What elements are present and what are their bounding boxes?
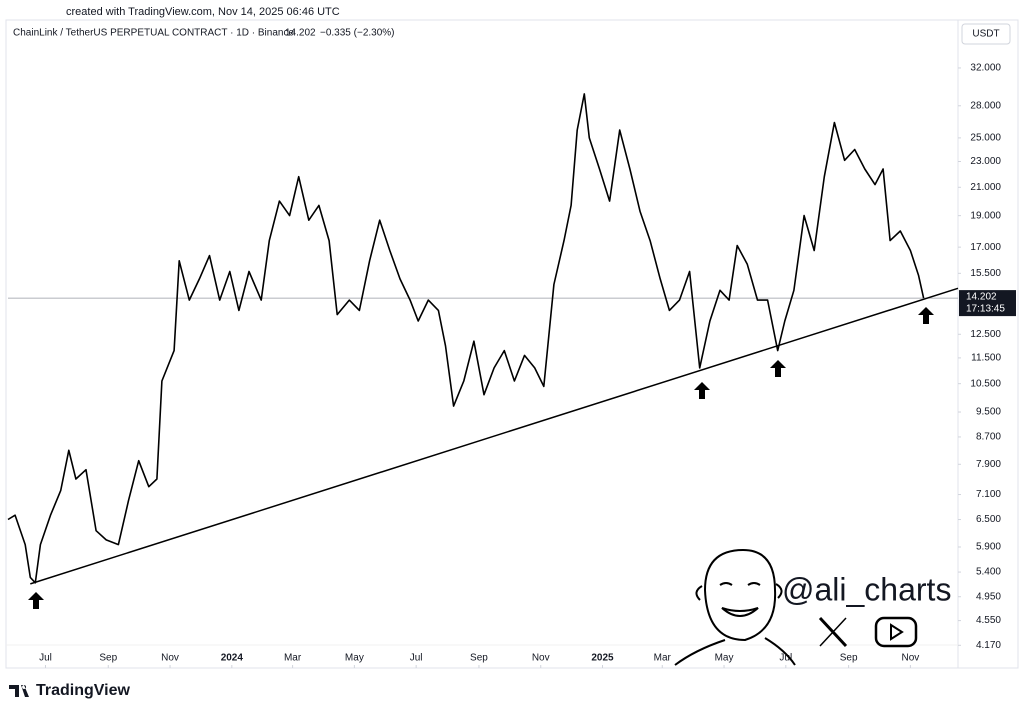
y-tick-label: 32.000 bbox=[970, 63, 1001, 74]
y-tick-label: 19.000 bbox=[970, 210, 1001, 221]
y-tick-label: 4.950 bbox=[976, 591, 1001, 602]
price-label-box bbox=[959, 290, 1016, 317]
support-arrows bbox=[28, 307, 934, 609]
x-tick-label: Jul bbox=[779, 653, 792, 664]
y-tick-label: 4.170 bbox=[976, 640, 1001, 651]
y-tick-label: 25.000 bbox=[970, 133, 1001, 144]
x-tick-label: Sep bbox=[99, 653, 117, 664]
x-tick-label: 2024 bbox=[221, 653, 244, 664]
x-tick-label: Sep bbox=[470, 653, 488, 664]
y-tick-label: 6.500 bbox=[976, 514, 1001, 525]
x-tick-label: May bbox=[715, 653, 734, 664]
x-tick-label: May bbox=[345, 653, 364, 664]
y-tick-label: 7.100 bbox=[976, 489, 1001, 500]
x-tick-label: Mar bbox=[284, 653, 302, 664]
trendline bbox=[30, 287, 959, 585]
price-label: 14.202 bbox=[966, 292, 997, 303]
avatar bbox=[674, 548, 796, 666]
x-tick-label: Nov bbox=[161, 653, 179, 664]
y-tick-label: 12.500 bbox=[970, 329, 1001, 340]
y-tick-label: 4.550 bbox=[976, 615, 1001, 626]
y-tick-label: 28.000 bbox=[970, 100, 1001, 111]
price-line bbox=[7, 93, 925, 584]
x-tick-label: Sep bbox=[840, 653, 858, 664]
y-tick-label: 5.900 bbox=[976, 542, 1001, 553]
tv-logo bbox=[9, 685, 29, 697]
y-tick-label: 8.700 bbox=[976, 432, 1001, 443]
x-tick-label: Nov bbox=[532, 653, 550, 664]
chart-frame bbox=[5, 19, 1019, 669]
y-tick-label: 23.000 bbox=[970, 156, 1001, 167]
header-change: −0.335 (−2.30%) bbox=[320, 28, 395, 39]
y-tick-label: 5.400 bbox=[976, 567, 1001, 578]
countdown-label: 17:13:45 bbox=[966, 304, 1005, 315]
currency-box bbox=[961, 23, 1011, 45]
header-price: 14.202 bbox=[285, 28, 316, 39]
y-tick-label: 11.500 bbox=[971, 353, 1001, 364]
x-tick-label: Nov bbox=[902, 653, 920, 664]
x-tick-label: Mar bbox=[654, 653, 672, 664]
x-logo bbox=[818, 616, 848, 648]
symbol-title: ChainLink / TetherUS PERPETUAL CONTRACT … bbox=[13, 28, 294, 39]
youtube-logo bbox=[874, 616, 918, 648]
created-note: created with TradingView.com, Nov 14, 20… bbox=[66, 6, 340, 18]
y-tick-label: 15.500 bbox=[970, 268, 1001, 279]
x-tick-label: Jul bbox=[410, 653, 423, 664]
watermark-handle: @ali_charts bbox=[782, 571, 951, 607]
x-tick-label: 2025 bbox=[591, 653, 614, 664]
y-tick-label: 7.900 bbox=[976, 459, 1001, 470]
footer-brand: TradingView bbox=[36, 682, 131, 699]
y-tick-label: 21.000 bbox=[970, 182, 1001, 193]
y-tick-label: 9.500 bbox=[976, 407, 1001, 418]
y-tick-label: 10.500 bbox=[970, 378, 1001, 389]
x-tick-label: Jul bbox=[39, 653, 52, 664]
currency: USDT bbox=[972, 29, 999, 40]
y-tick-label: 17.000 bbox=[970, 242, 1001, 253]
